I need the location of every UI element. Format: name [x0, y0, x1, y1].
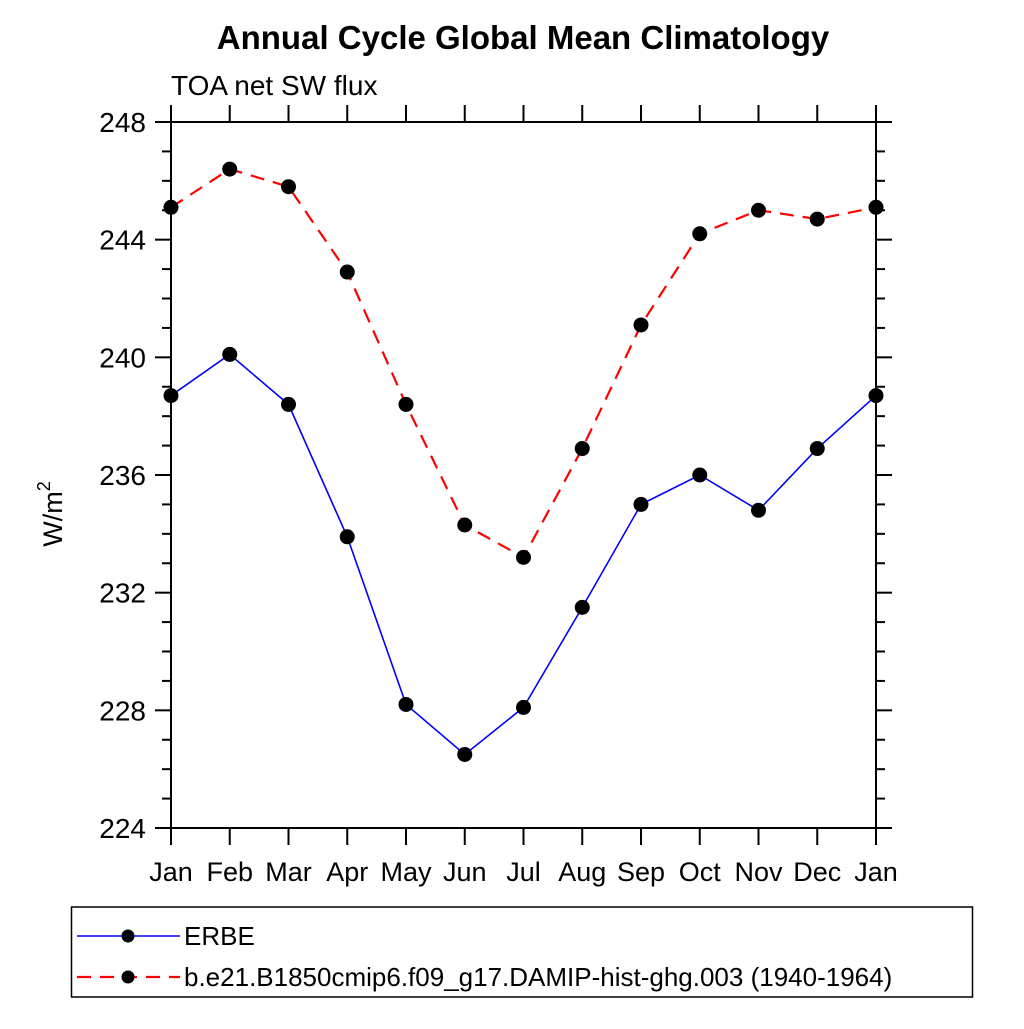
legend-marker [121, 929, 135, 943]
chart-title: Annual Cycle Global Mean Climatology [217, 19, 830, 56]
y-axis-label: W/m2 [34, 481, 68, 547]
legend-box [70, 906, 974, 998]
x-tick-label: Feb [206, 857, 253, 887]
data-point-marker [516, 699, 531, 715]
y-tick-label: 228 [99, 695, 146, 726]
data-point-marker [516, 549, 531, 565]
y-tick-label: 236 [99, 460, 146, 491]
data-point-marker [222, 346, 238, 362]
data-point-marker [574, 441, 590, 457]
y-tick-label: 232 [99, 578, 146, 609]
data-point-marker [751, 202, 766, 218]
data-point-marker [751, 502, 766, 518]
data-point-marker [339, 264, 355, 280]
y-tick-label: 244 [99, 225, 146, 256]
series-line-model [170, 167, 877, 559]
x-tick-label: Mar [265, 857, 312, 887]
data-point-marker [633, 317, 649, 333]
data-point-marker [457, 746, 473, 762]
data-point-marker [692, 226, 708, 242]
data-point-marker [222, 161, 238, 177]
legend-label: ERBE [184, 921, 255, 951]
chart-subtitle: TOA net SW flux [171, 70, 377, 101]
data-point-marker [868, 388, 884, 404]
plot-border [170, 121, 877, 829]
plot-area: 224 228 232 236 240 244 248 Jan Feb Mar Apr May Jun J… [99, 105, 898, 887]
x-tick-label: Jun [443, 857, 487, 887]
x-tick-label: Jan [854, 857, 898, 887]
legend-marker [121, 970, 135, 984]
data-point-marker [868, 199, 884, 215]
data-point-marker [809, 441, 825, 457]
x-tick-label: May [380, 857, 432, 887]
data-point-marker [457, 517, 473, 533]
data-point-marker [574, 599, 590, 615]
x-tick-label: Jul [506, 857, 541, 887]
data-point-marker [398, 396, 414, 412]
x-tick-label: Sep [617, 857, 665, 887]
y-axis-label-exponent: 2 [34, 481, 54, 491]
data-point-marker [692, 467, 708, 483]
x-tick-label: Apr [326, 857, 368, 887]
data-point-marker [633, 496, 649, 512]
data-point-marker [281, 179, 296, 195]
legend-label: b.e21.B1850cmip6.f09_g17.DAMIP-hist-ghg.… [184, 962, 892, 992]
data-point-marker [398, 696, 414, 712]
data-point-marker [281, 396, 296, 412]
x-tick-label: Aug [558, 857, 606, 887]
data-point-marker [339, 529, 355, 545]
legend: ERBE b.e21.B1850cmip6.f09_g17.DAMIP-hist-… [70, 906, 974, 998]
x-tick-label: Nov [734, 857, 783, 887]
x-tick-label: Oct [679, 857, 722, 887]
y-tick-label: 240 [99, 342, 146, 373]
x-tick-label: Jan [149, 857, 193, 887]
data-point-marker [809, 211, 825, 227]
y-axis-label-base: W/m [38, 491, 68, 546]
y-tick-label: 248 [99, 107, 146, 138]
x-tick-label: Dec [793, 857, 841, 887]
y-tick-label: 224 [99, 813, 146, 844]
data-point-marker [163, 388, 179, 404]
data-point-marker [163, 199, 179, 215]
